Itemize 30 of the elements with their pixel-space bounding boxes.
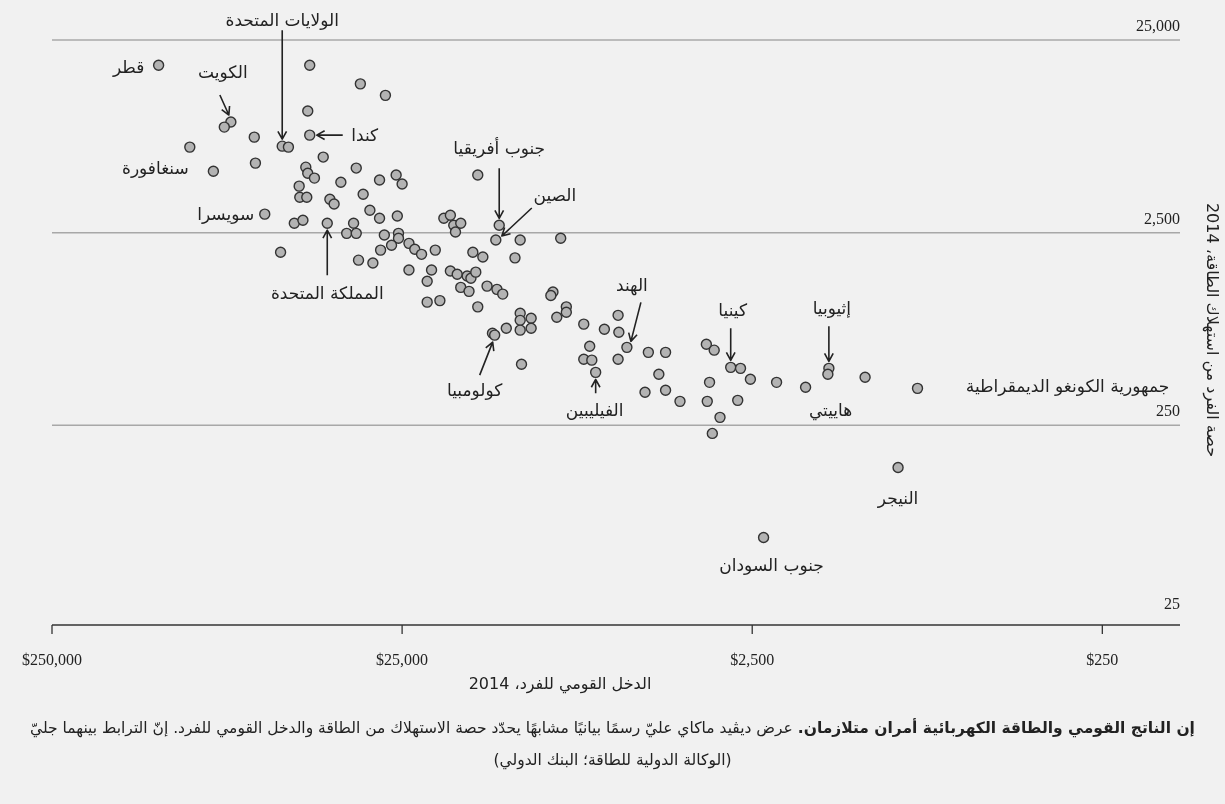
x-axis-title: الدخل القومي للفرد، 2014: [468, 674, 652, 694]
annotation: النيجر: [876, 487, 919, 508]
annotation: قطر: [111, 57, 145, 78]
annotation: الكويت: [198, 62, 248, 83]
y-tick-label: 25,000: [1136, 17, 1180, 34]
x-tick-label: $250,000: [22, 651, 82, 668]
annotation: سويسرا: [197, 204, 255, 225]
y-tick-label: 25: [1164, 595, 1180, 613]
annotation: الولايات المتحدة: [225, 10, 339, 31]
annotation: إثيوبيا: [812, 298, 852, 319]
annotation: الصين: [533, 185, 577, 206]
y-tick-label: 2,500: [1144, 209, 1180, 227]
annotation: جنوب السودان: [719, 555, 824, 576]
annotation: الفيليبين: [565, 400, 624, 421]
x-tick-label: $250: [1086, 651, 1119, 668]
annotation: الهند: [616, 275, 648, 297]
y-tick-label: 250: [1156, 402, 1180, 420]
annotation: كولومبيا: [446, 380, 504, 401]
annotation: المملكة المتحدة: [270, 283, 384, 304]
annotation: سنغافورة: [121, 158, 189, 179]
annotation: جنوب أفريقيا: [453, 137, 546, 159]
annotation: هاييتي: [808, 400, 853, 422]
y-axis-title: حصة الفرد من استهلاك الطاقة، 2014: [1202, 202, 1222, 458]
x-tick-label: $2,500: [730, 651, 775, 668]
text: عرض ديڤيد ماكاي عليّ رسمًا بيانيًا مشابهًا يحدّد حصة الاستهلاك من الطاقة والدخل القومي للفرد. إنّ الترابط بينهما جليّ (الوكالة الدولية للطاقة؛ البنك الدولي): [30, 719, 794, 769]
annotation: كندا: [351, 125, 380, 146]
x-tick-label: $25,000: [376, 651, 429, 668]
text: إن الناتج القومي والطاقة الكهربائية أمران متلازمان.: [797, 719, 1195, 737]
annotation: جمهورية الكونغو الديمقراطية: [965, 376, 1170, 398]
annotation: كينيا: [718, 300, 748, 321]
